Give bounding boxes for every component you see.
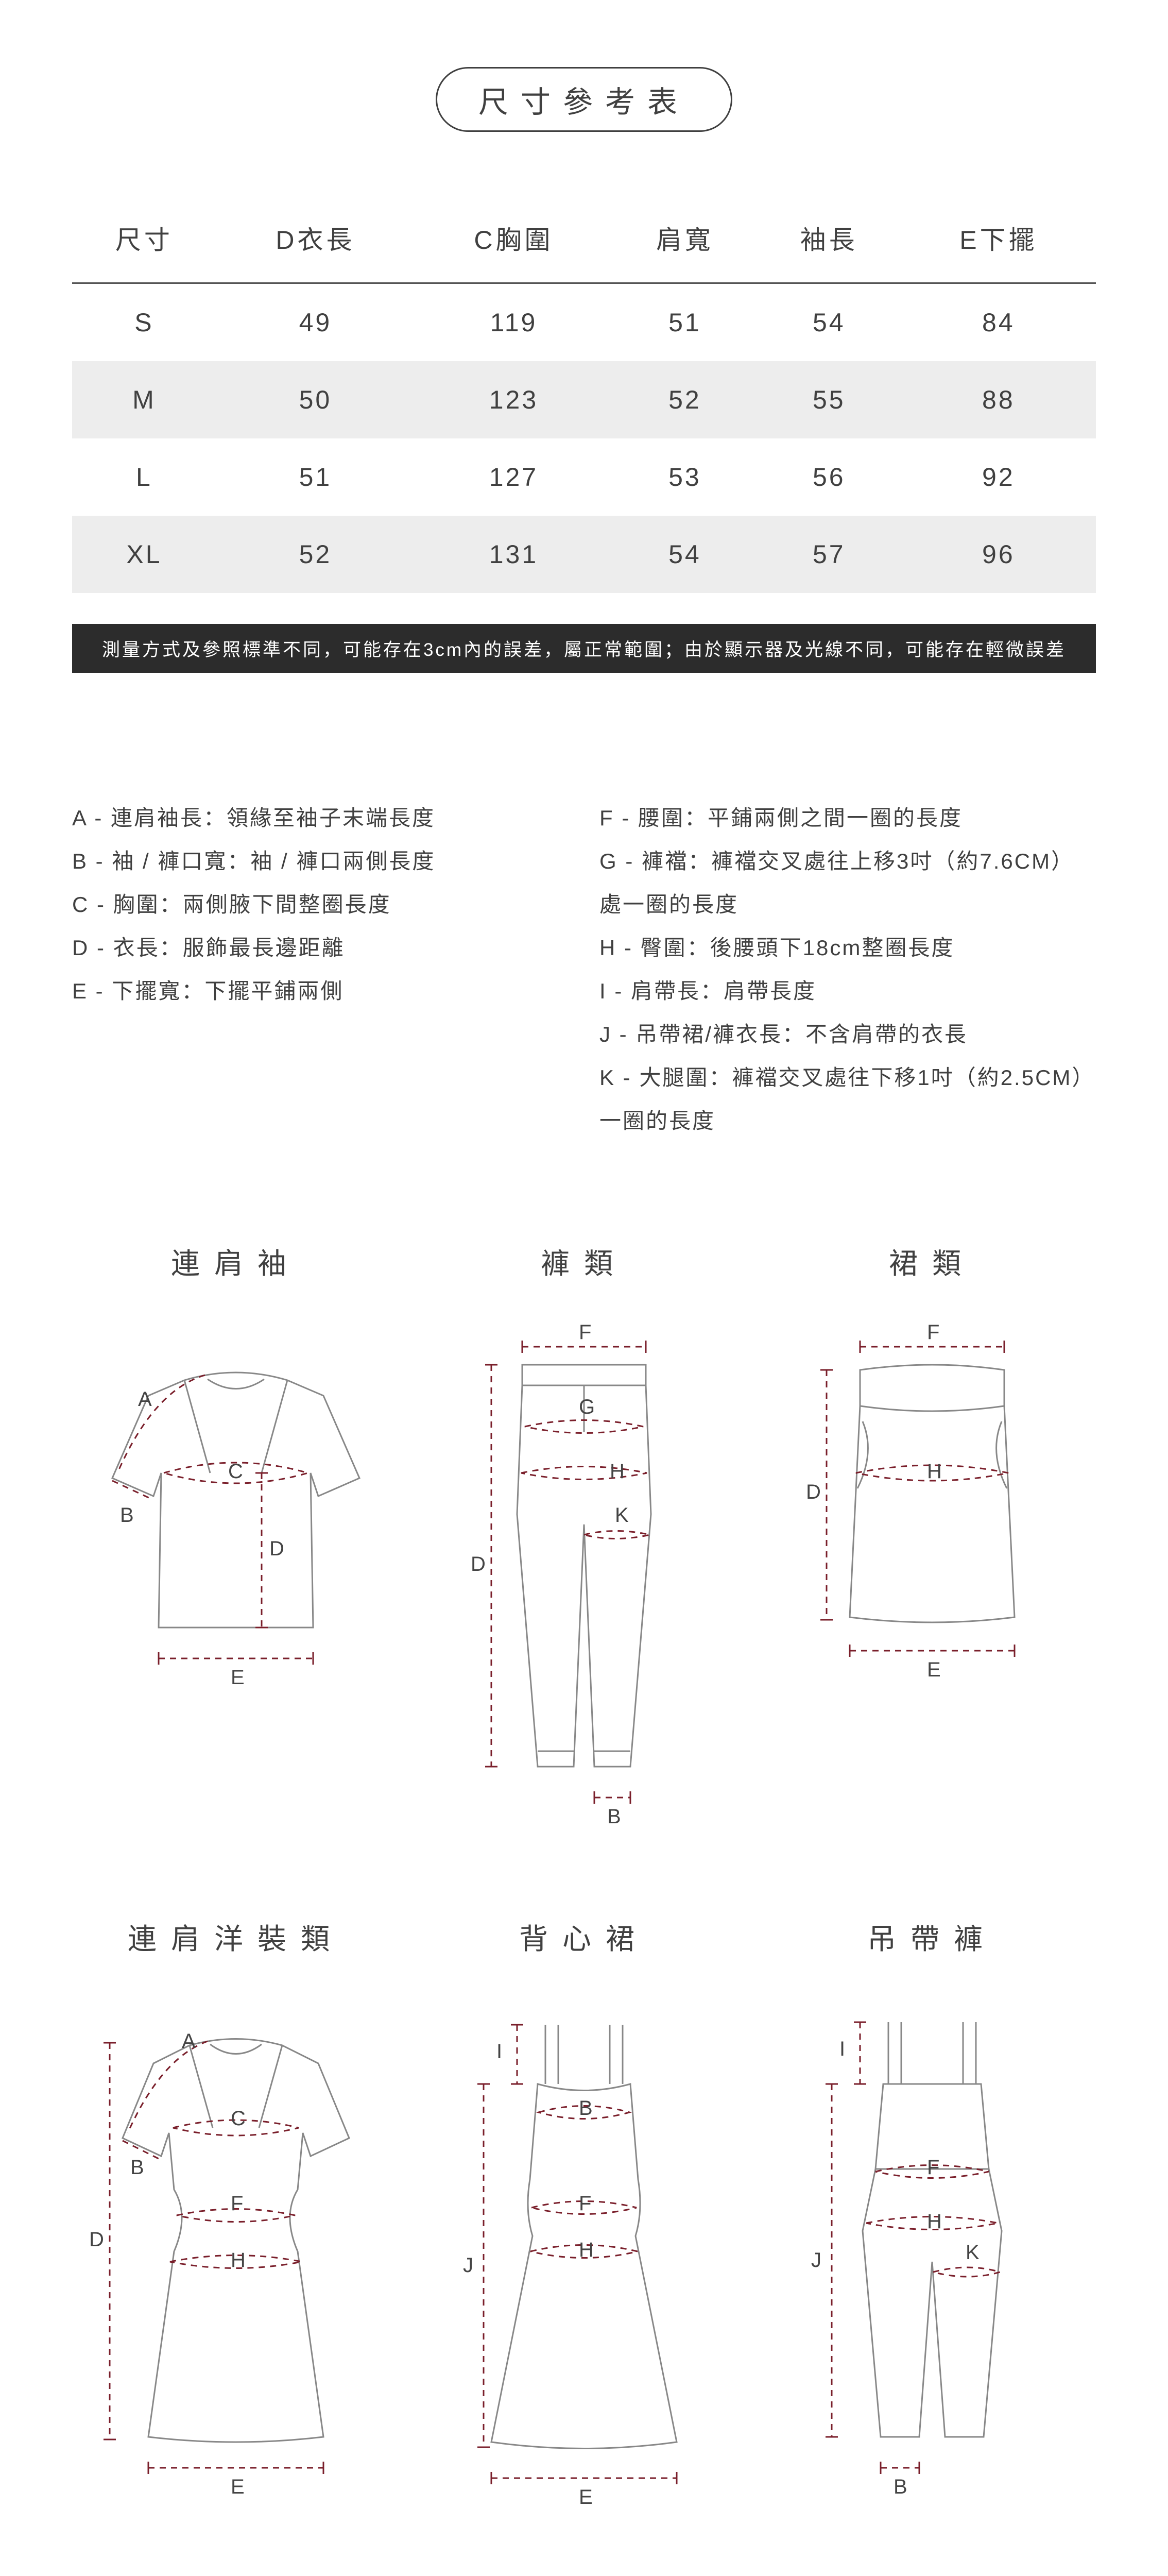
svg-text:B: B [894, 2476, 907, 2498]
svg-text:E: E [231, 2476, 245, 2498]
legend-item: C - 胸圍：兩側腋下間整圈長度 [72, 883, 569, 926]
garment-diagrams: 連肩袖 A B C D E 褲類 [72, 1241, 1096, 2509]
svg-text:H: H [927, 1460, 942, 1483]
table-cell: XL [72, 516, 216, 593]
table-row: L51127535692 [72, 438, 1096, 516]
svg-text:B: B [130, 2156, 144, 2179]
diagram-title: 連肩洋裝類 [72, 1916, 400, 1958]
legend-item: E - 下擺寬：下擺平鋪兩側 [72, 970, 569, 1013]
table-cell: 52 [613, 361, 757, 438]
diagram-raglan-dress: 連肩洋裝類 A C B F H D [72, 1916, 400, 2509]
legend-item: D - 衣長：服飾最長邊距離 [72, 926, 569, 970]
svg-text:D: D [806, 1481, 821, 1503]
table-cell: M [72, 361, 216, 438]
table-cell: 51 [216, 438, 415, 516]
legend-item: A - 連肩袖長：領緣至袖子末端長度 [72, 796, 569, 840]
size-table-header-row: 尺寸 D衣長 C胸圍 肩寬 袖長 E下擺 [72, 199, 1096, 283]
svg-text:K: K [615, 1504, 629, 1527]
table-cell: 88 [901, 361, 1096, 438]
svg-text:F: F [579, 1321, 591, 1344]
svg-text:F: F [927, 1321, 939, 1344]
svg-text:J: J [463, 2254, 473, 2277]
svg-text:H: H [579, 2239, 594, 2261]
table-cell: 54 [613, 516, 757, 593]
svg-text:A: A [138, 1388, 152, 1411]
legend-item: H - 臀圍：後腰頭下18cm整圈長度 [599, 926, 1096, 970]
table-row: M50123525588 [72, 361, 1096, 438]
col-sleeve: 袖長 [757, 199, 901, 283]
table-cell: 51 [613, 283, 757, 362]
table-cell: 53 [613, 438, 757, 516]
svg-text:K: K [966, 2241, 980, 2264]
diagram-title: 背心裙 [420, 1916, 748, 1958]
diagram-raglan-tee: 連肩袖 A B C D E [72, 1241, 400, 1834]
diagram-title: 裙類 [768, 1241, 1096, 1282]
table-cell: 96 [901, 516, 1096, 593]
size-chart-title: 尺寸參考表 [436, 67, 732, 132]
col-length: D衣長 [216, 199, 415, 283]
svg-text:E: E [231, 1666, 245, 1689]
col-size: 尺寸 [72, 199, 216, 283]
table-cell: 123 [415, 361, 613, 438]
svg-text:B: B [120, 1504, 134, 1527]
svg-text:J: J [811, 2249, 821, 2272]
table-cell: 127 [415, 438, 613, 516]
table-cell: 55 [757, 361, 901, 438]
svg-text:E: E [579, 2486, 593, 2509]
svg-text:F: F [927, 2156, 939, 2179]
svg-text:B: B [579, 2097, 593, 2120]
table-cell: 57 [757, 516, 901, 593]
legend-item: B - 袖 / 褲口寬：袖 / 褲口兩側長度 [72, 840, 569, 883]
svg-text:I: I [496, 2040, 502, 2063]
svg-text:D: D [89, 2228, 104, 2251]
table-cell: 52 [216, 516, 415, 593]
diagram-title: 褲類 [420, 1241, 748, 1282]
legend-item: G - 褲襠：褲襠交叉處往上移3吋（約7.6CM）處一圈的長度 [599, 840, 1096, 926]
svg-text:I: I [839, 2038, 845, 2060]
measurement-legend: A - 連肩袖長：領緣至袖子末端長度B - 袖 / 褲口寬：袖 / 褲口兩側長度… [72, 796, 1096, 1143]
legend-item: F - 腰圍：平鋪兩側之間一圈的長度 [599, 796, 1096, 840]
table-cell: 54 [757, 283, 901, 362]
col-hem: E下擺 [901, 199, 1096, 283]
table-cell: 119 [415, 283, 613, 362]
diagram-title: 吊帶褲 [768, 1916, 1096, 1958]
diagram-title: 連肩袖 [72, 1241, 400, 1282]
svg-text:C: C [231, 2107, 246, 2130]
size-table: 尺寸 D衣長 C胸圍 肩寬 袖長 E下擺 S49119515484M501235… [72, 199, 1096, 593]
diagram-overalls: 吊帶褲 I F H K J [768, 1916, 1096, 2509]
legend-item: K - 大腿圍：褲襠交叉處往下移1吋（約2.5CM）一圈的長度 [599, 1056, 1096, 1143]
table-row: XL52131545796 [72, 516, 1096, 593]
legend-item: J - 吊帶裙/褲衣長：不含肩帶的衣長 [599, 1013, 1096, 1056]
table-cell: 92 [901, 438, 1096, 516]
table-cell: 56 [757, 438, 901, 516]
col-shoulder: 肩寬 [613, 199, 757, 283]
svg-text:B: B [607, 1805, 621, 1828]
table-cell: 49 [216, 283, 415, 362]
table-cell: L [72, 438, 216, 516]
svg-text:D: D [471, 1553, 486, 1575]
svg-text:F: F [231, 2192, 243, 2215]
table-cell: 131 [415, 516, 613, 593]
svg-text:H: H [927, 2210, 942, 2233]
svg-text:G: G [579, 1396, 595, 1418]
svg-text:A: A [182, 2030, 196, 2053]
svg-text:F: F [579, 2192, 591, 2215]
table-row: S49119515484 [72, 283, 1096, 362]
svg-text:H: H [231, 2249, 246, 2272]
legend-item: I - 肩帶長：肩帶長度 [599, 970, 1096, 1013]
svg-text:D: D [269, 1537, 284, 1560]
diagram-cami-dress: 背心裙 I B F H J [420, 1916, 748, 2509]
diagram-skirt: 裙類 F H D E [768, 1241, 1096, 1834]
table-cell: 50 [216, 361, 415, 438]
svg-text:H: H [610, 1460, 625, 1483]
table-cell: 84 [901, 283, 1096, 362]
svg-text:E: E [927, 1658, 941, 1681]
svg-text:C: C [228, 1460, 243, 1483]
table-cell: S [72, 283, 216, 362]
measurement-note: 測量方式及參照標準不同，可能存在3cm內的誤差，屬正常範圍；由於顯示器及光線不同… [72, 624, 1096, 673]
diagram-pants: 褲類 F G H K D [420, 1241, 748, 1834]
col-chest: C胸圍 [415, 199, 613, 283]
